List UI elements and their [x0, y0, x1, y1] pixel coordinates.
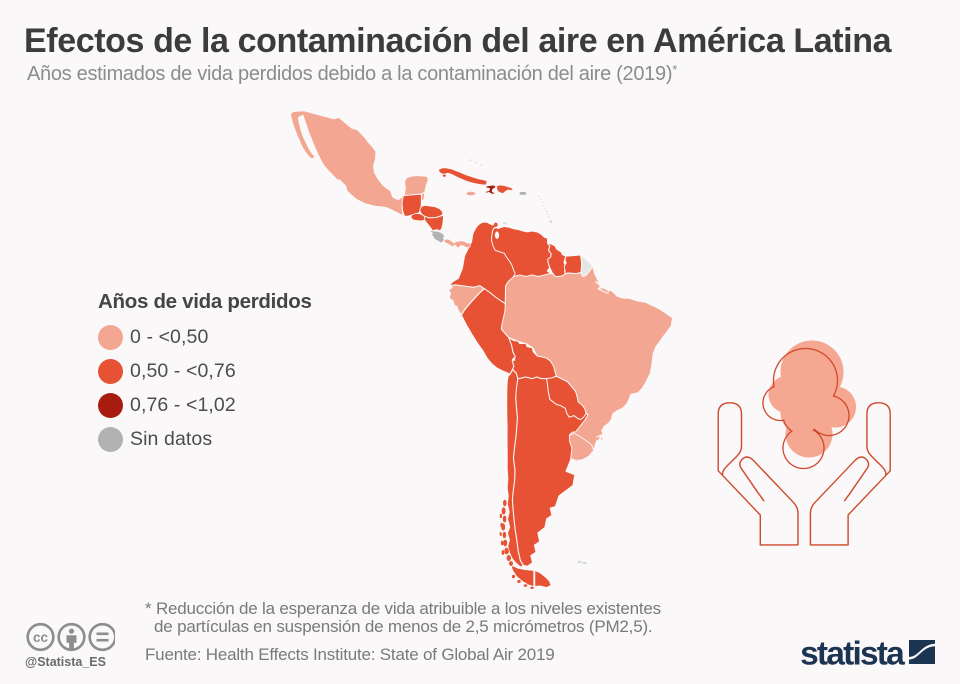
- svg-text:statista: statista: [800, 638, 905, 668]
- svg-text:cc: cc: [33, 630, 49, 645]
- svg-text:@Statista_ES: @Statista_ES: [25, 655, 106, 669]
